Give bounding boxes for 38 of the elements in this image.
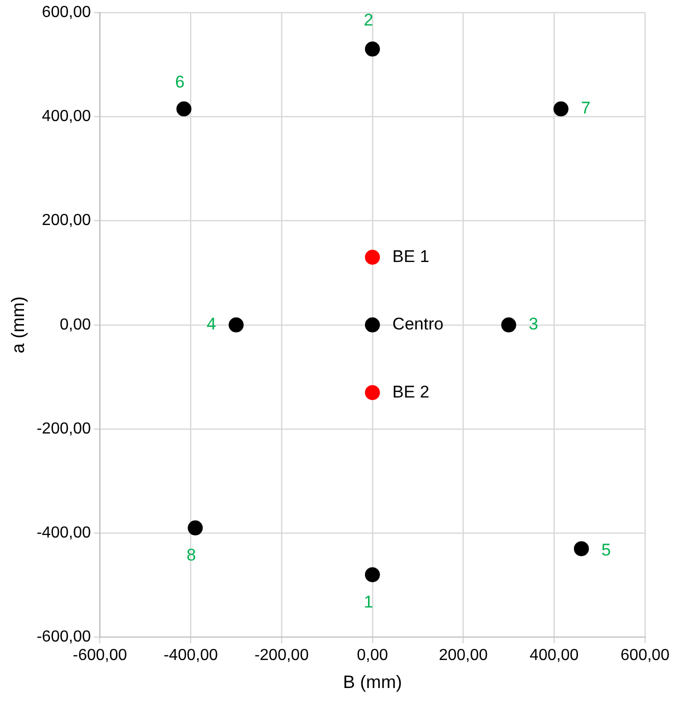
y-axis-title: a (mm) [8,296,28,354]
point [364,385,380,400]
x-axis-title: B (mm) [342,672,402,692]
point [364,250,380,265]
y-tick-label: -400,00 [36,524,91,542]
point [553,101,568,116]
annotation: 1 [364,592,374,612]
annotation: BE 1 [392,246,430,266]
point [176,101,192,116]
annotation: Centro [392,314,444,334]
y-tick-label: 600,00 [42,4,91,22]
annotation: 8 [186,546,196,565]
annotation: 7 [580,98,590,118]
annotation: 3 [528,314,538,334]
point [228,317,244,332]
point [574,541,589,556]
point [364,42,380,57]
annotation: 4 [206,314,216,334]
x-tick-label: 0,00 [356,647,388,664]
x-tick-label: -600,00 [72,647,128,664]
y-tick-label: -200,00 [36,420,91,438]
y-tick-label: -600,00 [36,628,91,646]
annotation: 6 [175,72,185,92]
x-tick-label: 600,00 [620,647,670,664]
annotation: 2 [364,10,374,30]
point [501,317,516,332]
x-tick-label: 200,00 [438,647,488,664]
annotation: BE 2 [392,382,430,402]
point [364,317,380,332]
y-tick-label: 0,00 [60,316,91,334]
x-tick-label: 400,00 [530,647,579,664]
x-tick-label: -200,00 [254,647,309,664]
x-tick-label: -400,00 [164,647,218,664]
annotation: 5 [601,540,611,560]
y-tick-label: 400,00 [42,108,91,126]
y-tick-label: 200,00 [42,212,91,230]
point [364,567,380,582]
point [188,520,203,536]
